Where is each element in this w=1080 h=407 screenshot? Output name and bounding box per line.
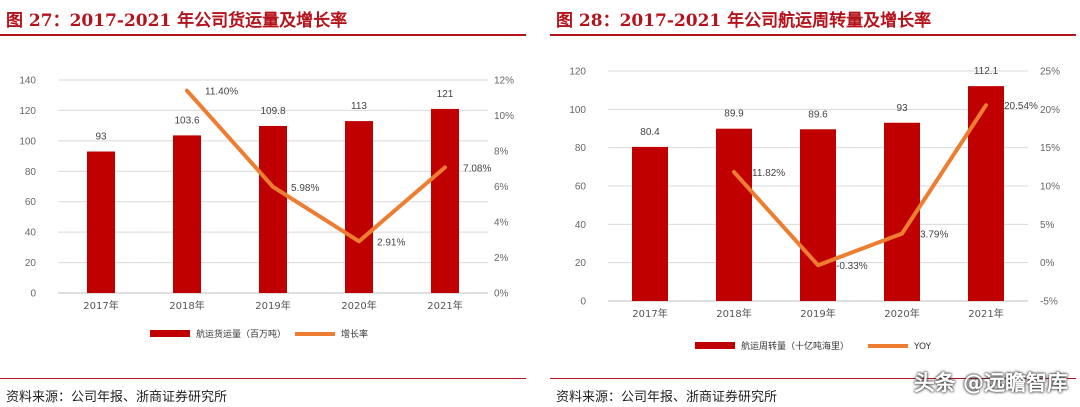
chart-source: 资料来源：公司年报、浙商证券研究所 [6,390,228,405]
y-tick-label: 140 [19,76,36,87]
chart-source: 资料来源：公司年报、浙商证券研究所 [556,390,778,405]
y2-tick-label: 0% [1040,258,1055,269]
bar [259,125,287,293]
bar-data-label: 121 [437,89,454,100]
y-tick-label: 120 [19,106,36,117]
y-tick-label: 20 [575,258,587,269]
bar-data-label: 112.1 [974,66,999,77]
x-tick-label: 2018年 [169,299,204,312]
title-divider [550,34,1076,36]
source-divider [550,378,1076,379]
line-data-label: 20.54% [1004,101,1038,112]
bar-data-label: 109.8 [260,106,285,117]
bar-data-label: 93 [95,132,107,143]
y-tick-label: 40 [575,220,587,231]
y2-tick-label: 5% [1040,220,1055,231]
chart-panel-shipping-turnover: 图 28：2017-2021 年公司航运周转量及增长率 0 20 40 60 80 100… [550,0,1080,407]
growth-line [185,88,447,244]
x-tick-label: 2019年 [800,307,835,320]
y-tick-label: 60 [575,182,587,193]
chart-title: 图 28：2017-2021 年公司航运周转量及增长率 [556,11,932,31]
y2-tick-label: 20% [1040,105,1060,116]
growth-line [732,103,988,268]
x-tick-label: 2020年 [341,299,376,312]
bar-data-label: 89.6 [808,109,828,120]
bar-data-label: 93 [896,103,908,114]
chart-panel-freight-volume: 图 27：2017-2021 年公司货运量及增长率 0 20 40 60 80 100 12… [0,0,530,407]
line-data-label: 5.98% [291,183,319,194]
y-tick-label: 100 [19,136,36,147]
y2-tick-label: 15% [1040,143,1060,154]
legend-line-label: 增长率 [341,328,368,340]
bar [431,108,459,294]
line-data-label: 2.91% [377,237,405,248]
line-data-label: -0.33% [836,261,868,272]
y-tick-label: 80 [575,143,587,154]
legend-bar-label: 航运周转量（十亿吨海里） [741,340,849,352]
bar [632,146,668,301]
legend-line-label: YOY [913,342,932,352]
y-tick-label: 0 [30,289,36,300]
shipping-turnover-chart: 0 20 40 60 80 100 120 -5% 0% 5% 10% 15% 20% 25% 80.4 89… [569,66,1060,352]
y2-tick-label: -5% [1040,297,1058,308]
bar-data-label: 113 [351,101,367,112]
watermark: 头条 @远瞻智库 [913,371,1068,395]
y2-tick-label: 12% [494,76,514,87]
legend-bar-swatch [150,330,190,337]
line-data-label: 3.79% [920,230,948,241]
source-divider [0,378,526,379]
y2-tick-label: 25% [1040,67,1060,78]
y-tick-label: 60 [25,197,37,208]
y-tick-label: 0 [580,297,586,308]
y-tick-label: 120 [569,67,586,78]
x-tick-label: 2018年 [716,307,751,320]
y-tick-label: 100 [569,105,586,116]
bar-data-label: 103.6 [174,115,199,126]
bar [800,129,836,301]
y2-tick-label: 2% [494,253,509,264]
x-tick-label: 2019年 [255,299,290,312]
y2-tick-label: 0% [494,289,509,300]
x-tick-label: 2021年 [427,299,462,312]
bar [716,128,752,301]
bar [87,151,115,293]
y-tick-label: 80 [25,167,37,178]
y2-tick-label: 10% [1040,182,1060,193]
title-divider [0,34,526,36]
line-data-label: 7.08% [463,163,491,174]
bar [173,135,201,293]
bar [968,86,1004,301]
y2-tick-label: 6% [494,182,509,193]
bar-data-label: 89.9 [724,109,744,120]
y-tick-label: 40 [25,228,37,239]
x-tick-label: 2017年 [632,307,667,320]
y-tick-label: 20 [25,258,37,269]
x-tick-label: 2020年 [884,307,919,320]
bar-data-label: 80.4 [640,127,660,138]
line-data-label: 11.40% [205,87,238,98]
x-tick-label: 2021年 [968,307,1003,320]
x-tick-label: 2017年 [83,299,118,312]
line-data-label: 11.82% [752,168,785,179]
freight-volume-chart: 0 20 40 60 80 100 120 140 0% 2% 4% 6% 8% 10% 12% 93 103.… [19,76,514,341]
y2-tick-label: 8% [494,147,509,158]
chart-title: 图 27：2017-2021 年公司货运量及增长率 [6,11,348,31]
bar [345,121,373,293]
y2-tick-label: 4% [494,218,509,229]
legend-bar-swatch [695,342,735,349]
y2-tick-label: 10% [494,111,514,122]
legend-bar-label: 航运货运量（百万吨） [196,328,286,340]
